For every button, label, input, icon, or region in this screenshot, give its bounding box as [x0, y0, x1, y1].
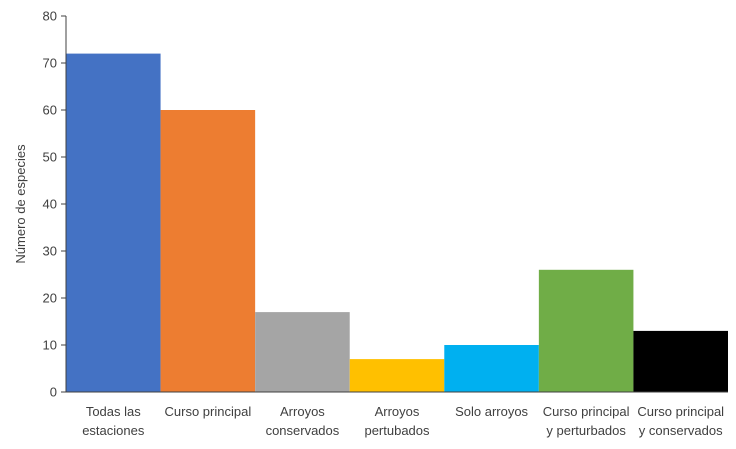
bar	[255, 312, 350, 392]
x-category-label: y perturbados	[546, 423, 626, 438]
x-category-label: Curso principal	[543, 404, 630, 419]
x-category-label: Arroyos	[375, 404, 420, 419]
x-category-label: Arroyos	[280, 404, 325, 419]
y-tick-label: 80	[43, 9, 57, 24]
y-axis-title: Número de especies	[13, 144, 28, 264]
y-tick-label: 30	[43, 244, 57, 259]
x-category-label: Solo arroyos	[455, 404, 528, 419]
bar	[633, 330, 728, 392]
bar	[538, 269, 634, 392]
x-category-label: estaciones	[82, 423, 145, 438]
x-category-label: pertubados	[364, 423, 430, 438]
y-tick-label: 10	[43, 338, 57, 353]
x-axis-labels: Todas las estaciones Curso principal Arroyo…	[82, 404, 724, 438]
y-tick-label: 20	[43, 291, 57, 306]
bar	[160, 110, 256, 392]
bar	[444, 345, 539, 392]
y-axis: 0 10 20 30 40 50 60 70 80	[43, 9, 66, 400]
y-tick-label: 40	[43, 197, 57, 212]
bar	[66, 53, 161, 392]
y-tick-label: 70	[43, 56, 57, 71]
x-category-label: y conservados	[639, 423, 723, 438]
y-tick-label: 60	[43, 103, 57, 118]
y-tick-label: 0	[50, 385, 57, 400]
bars	[66, 53, 728, 392]
x-category-label: Curso principal	[165, 404, 252, 419]
x-category-label: conservados	[266, 423, 340, 438]
x-category-label: Todas las	[86, 404, 141, 419]
y-tick-label: 50	[43, 150, 57, 165]
x-category-label: Curso principal	[637, 404, 724, 419]
bar	[349, 359, 445, 392]
